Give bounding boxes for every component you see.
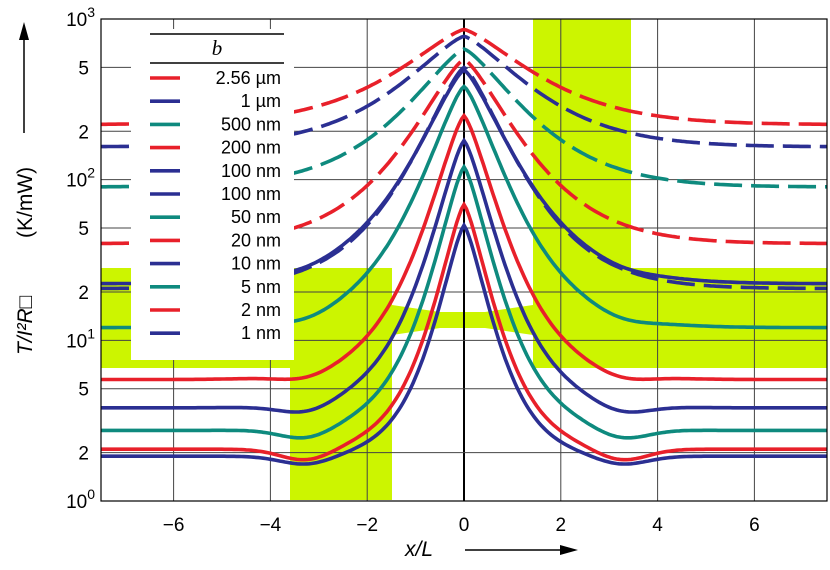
highlight-right-pad bbox=[533, 19, 827, 368]
legend-label: 100 nm bbox=[221, 184, 281, 204]
y-tick-label: 103 bbox=[66, 4, 95, 31]
x-tick-label: 6 bbox=[749, 515, 760, 536]
y-tick-label: 100 bbox=[66, 486, 95, 513]
legend-label: 2.56 µm bbox=[216, 68, 281, 88]
y-tick-labels: 100 101 102 103 2 5 2 5 2 5 bbox=[66, 4, 95, 513]
y-axis-label-main: T/I²R□ bbox=[14, 295, 37, 355]
plot-frame bbox=[100, 18, 828, 502]
y-tick-label: 101 bbox=[66, 325, 95, 352]
x-tick-label: −6 bbox=[163, 515, 185, 536]
series-line-8 bbox=[101, 137, 827, 414]
x-tick-label: 2 bbox=[556, 515, 567, 536]
series-line-7 bbox=[101, 112, 827, 382]
legend-items: 2.56 µm 1 µm 500 nm 200 nm 100 nm 100 nm 50 nm… bbox=[150, 68, 281, 343]
legend-label: 100 nm bbox=[221, 161, 281, 181]
legend-label: 200 nm bbox=[221, 138, 281, 158]
legend-label: 500 nm bbox=[221, 114, 281, 134]
y-tick-label: 2 bbox=[78, 444, 89, 465]
series-line-9 bbox=[101, 163, 827, 440]
legend-label: 10 nm bbox=[231, 254, 281, 274]
y-tick-label: 2 bbox=[78, 283, 89, 304]
y-axis-unit: (K/mW) bbox=[14, 167, 37, 238]
x-tick-label: 4 bbox=[652, 515, 663, 536]
x-tick-label: 0 bbox=[459, 515, 470, 536]
x-tick-label: −4 bbox=[260, 515, 282, 536]
y-tick-label: 5 bbox=[78, 58, 89, 79]
x-axis-arrow-head bbox=[560, 545, 578, 555]
x-tick-labels: −6 −4 −2 0 2 4 6 bbox=[163, 515, 760, 536]
legend-label: 2 nm bbox=[241, 300, 281, 320]
y-tick-label: 5 bbox=[78, 219, 89, 240]
y-axis-arrow-head bbox=[19, 22, 29, 40]
y-tick-label: 2 bbox=[78, 122, 89, 143]
legend-label: 1 µm bbox=[241, 91, 281, 111]
y-axis-label-unit: (K/mW) bbox=[14, 167, 37, 238]
y-tick-label: 5 bbox=[78, 380, 89, 401]
legend-label: 1 nm bbox=[241, 323, 281, 343]
series-line-11 bbox=[101, 221, 827, 466]
series-line-10 bbox=[101, 200, 827, 462]
legend-label: 20 nm bbox=[231, 230, 281, 250]
y-axis-label: T/I²R□ bbox=[14, 295, 37, 355]
x-axis-label: x/L bbox=[404, 538, 433, 561]
legend: b 2.56 µm 1 µm 500 nm 200 nm 100 nm 100 nm 50 … bbox=[131, 29, 294, 360]
legend-title: b bbox=[212, 36, 223, 60]
legend-label: 50 nm bbox=[231, 207, 281, 227]
y-tick-label: 102 bbox=[66, 165, 95, 192]
legend-label: 5 nm bbox=[241, 277, 281, 297]
x-tick-label: −2 bbox=[356, 515, 378, 536]
